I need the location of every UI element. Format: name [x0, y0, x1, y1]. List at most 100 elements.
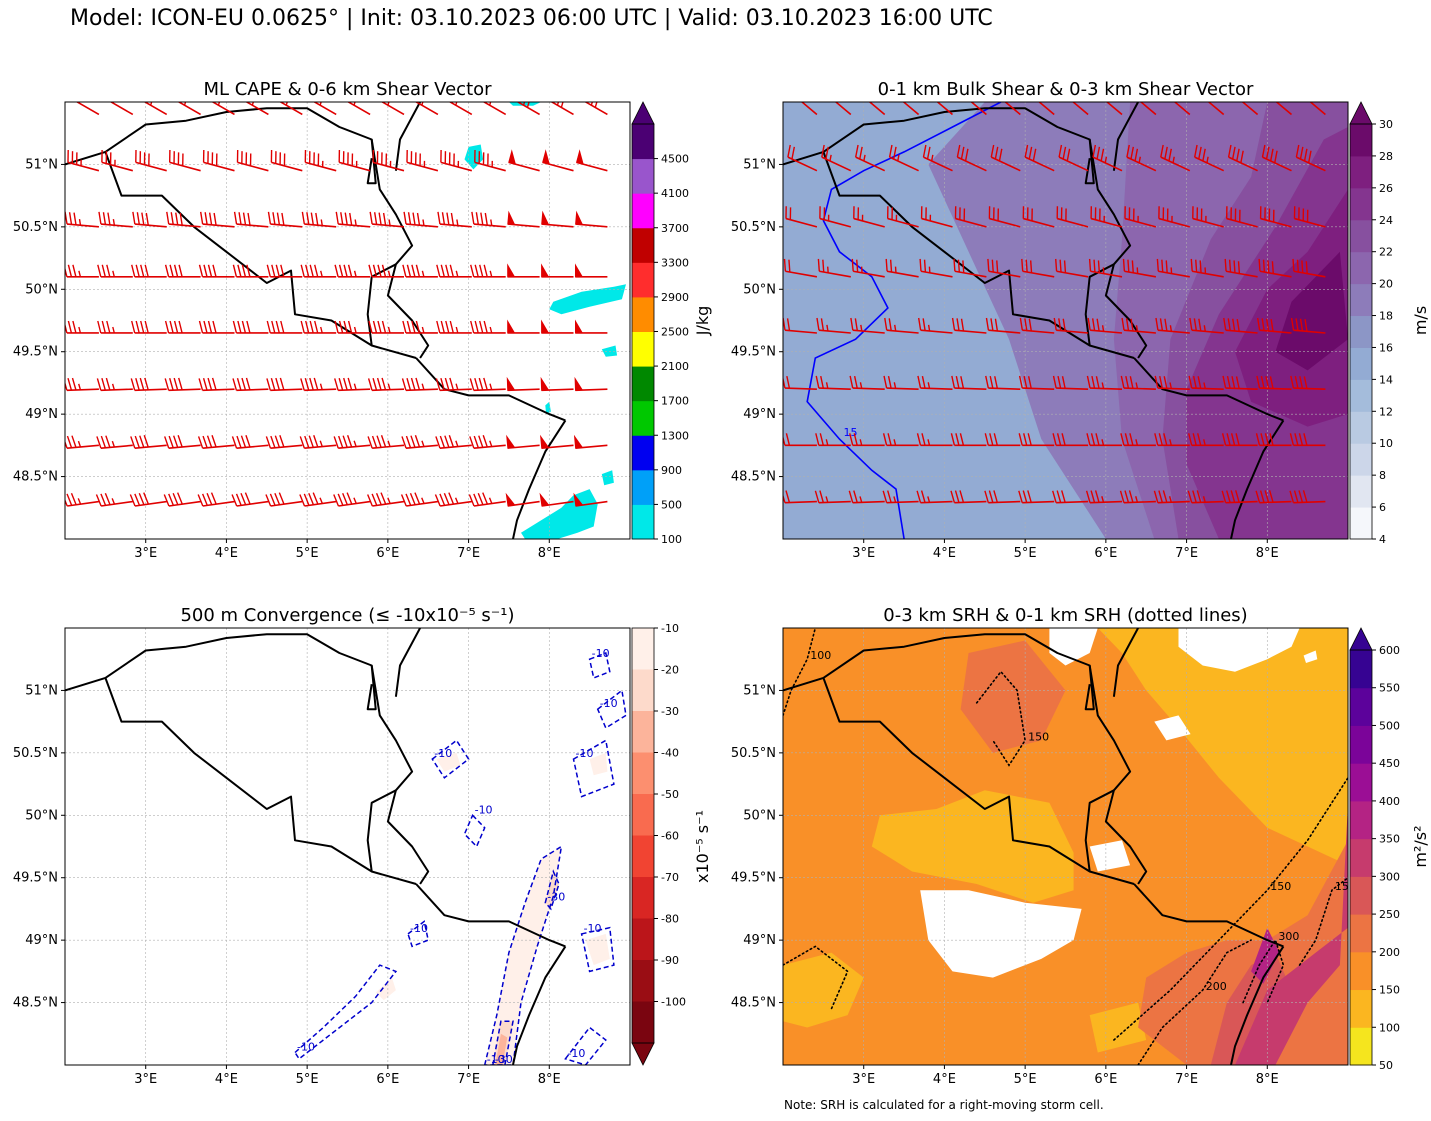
barb-full: [314, 264, 319, 277]
y-tick-label: 50°N: [743, 808, 776, 823]
barb-full: [400, 494, 407, 507]
colorbar-segment: [1350, 725, 1372, 764]
colorbar-tick-label: 450: [1379, 757, 1400, 770]
barb-full: [280, 264, 285, 277]
barb-flag: [507, 210, 516, 226]
wind-barb: [474, 150, 506, 172]
barb-full: [271, 264, 276, 277]
colorbar-tick-label: 100: [661, 533, 682, 546]
barb-staff: [1126, 156, 1157, 172]
wind-barb: [265, 492, 303, 507]
barb-staff: [270, 500, 303, 507]
convergence-area: [495, 1033, 508, 1065]
wind-barb: [1018, 375, 1055, 390]
below-threshold-area: [920, 890, 1082, 978]
x-tick-label: 4°E: [215, 1072, 238, 1087]
wind-barb: [414, 102, 439, 116]
barb-full: [347, 320, 353, 334]
barb-full: [864, 86, 869, 97]
x-tick-label: 7°E: [457, 1072, 480, 1087]
barb-full: [299, 494, 306, 507]
barb-full: [1062, 146, 1067, 160]
y-tick-label: 51°N: [25, 157, 58, 172]
barb-full: [1093, 259, 1096, 273]
barb-full: [821, 144, 825, 158]
barb-full: [303, 493, 310, 506]
barb-full: [333, 494, 340, 507]
barb-full: [71, 87, 74, 99]
colorbar-segment: [632, 296, 654, 332]
barb-staff: [1024, 156, 1055, 172]
barb-full: [409, 493, 416, 506]
srh01-contour: [1242, 938, 1285, 1004]
wind-barb: [783, 258, 818, 278]
barb-staff: [970, 102, 987, 116]
convergence-contour: [580, 926, 615, 973]
wind-barb: [65, 501, 66, 503]
barb-full: [166, 211, 170, 225]
barb-half: [927, 324, 931, 332]
colorbar-frame: [1349, 123, 1373, 540]
barb-staff: [236, 223, 269, 228]
wind-barb: [917, 317, 953, 334]
barb-full: [788, 259, 791, 273]
barb-full: [105, 87, 108, 99]
barb-staff: [448, 102, 473, 116]
barb-full: [41, 89, 44, 101]
convergence-contour: [544, 869, 560, 911]
barb-staff: [852, 500, 885, 504]
wind-barb: [131, 264, 167, 278]
barb-full: [39, 321, 42, 333]
barb-staff: [1124, 270, 1157, 278]
x-tick-label: 4°E: [215, 546, 238, 561]
colorbar-tick-label: 250: [1379, 908, 1400, 921]
barb-full: [450, 212, 455, 226]
wind-barb: [922, 144, 953, 172]
wind-barb: [814, 490, 851, 504]
barb-full: [104, 493, 111, 506]
barb-flag: [575, 319, 584, 334]
barb-full: [138, 493, 145, 506]
x-tick-label: 8°E: [1256, 546, 1279, 561]
country-border: [1084, 665, 1095, 711]
barb-half: [825, 439, 829, 446]
barb-full: [921, 433, 926, 446]
barb-full: [246, 264, 251, 277]
colorbar-tick-label: -80: [661, 913, 679, 926]
contour-label: 150: [1335, 880, 1356, 893]
barb-full: [444, 435, 450, 448]
barb-full: [1055, 258, 1058, 272]
barb-full: [309, 320, 314, 334]
barb-full: [748, 433, 751, 445]
barb-full: [144, 320, 149, 334]
barb-full: [1018, 490, 1023, 503]
x-tick-label: 5°E: [296, 1072, 319, 1087]
barb-full: [785, 433, 791, 446]
barb-full: [240, 435, 247, 448]
wind-barb: [540, 434, 574, 449]
cape-area: [549, 284, 626, 315]
x-tick-label: 6°E: [376, 1072, 399, 1087]
barb-full: [280, 320, 285, 334]
wind-barb: [368, 264, 404, 278]
barb-half: [387, 326, 391, 334]
barb-full: [449, 377, 454, 391]
barb-full: [231, 494, 238, 507]
barb-half: [1104, 156, 1108, 163]
barb-full: [1094, 490, 1100, 503]
wind-barb: [916, 490, 953, 504]
wind-barb: [882, 433, 919, 447]
barb-full: [381, 320, 387, 334]
barb-full: [483, 264, 488, 277]
barb-staff: [473, 444, 506, 449]
barb-full: [923, 259, 927, 273]
below-threshold-area: [1089, 840, 1131, 872]
colorbar-tick-label: 4500: [661, 153, 689, 166]
barb-full: [338, 264, 344, 277]
wind-barb: [1055, 258, 1089, 278]
barb-full: [415, 377, 421, 391]
wind-barb: [1024, 144, 1055, 172]
barb-full: [791, 146, 796, 160]
barb-staff: [202, 223, 235, 228]
barb-full: [106, 264, 111, 277]
